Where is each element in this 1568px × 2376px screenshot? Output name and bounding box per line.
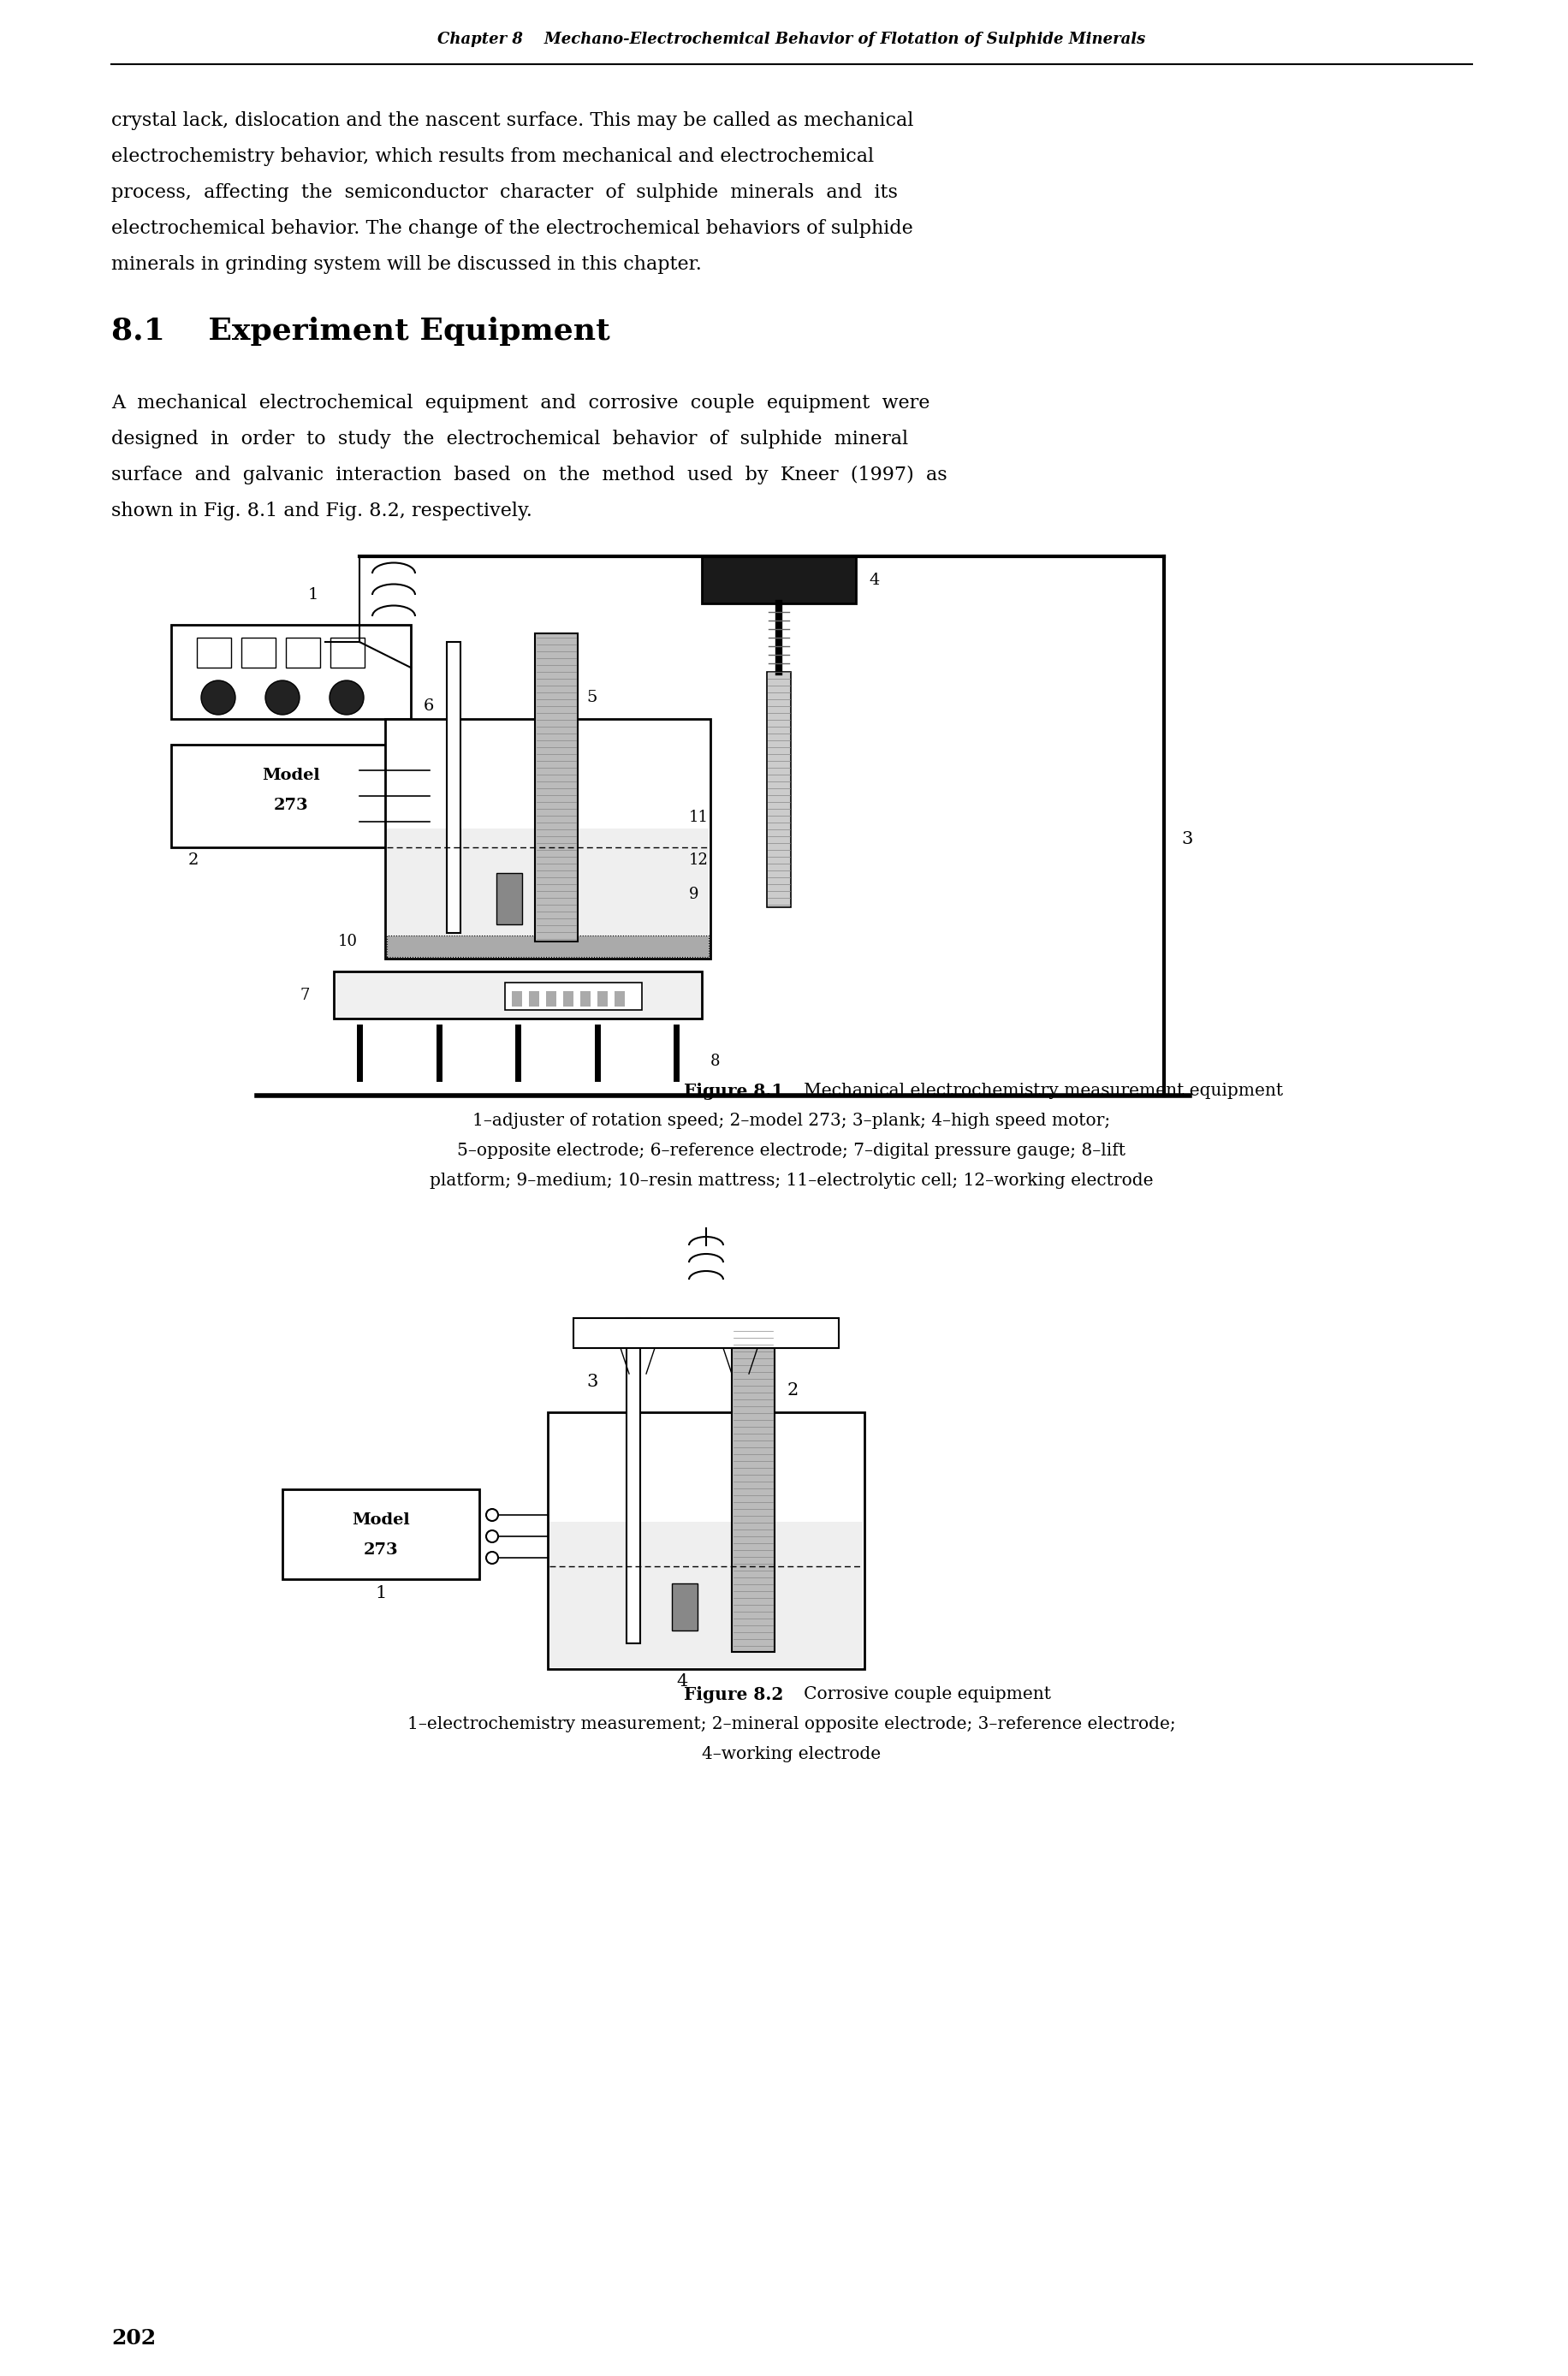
Text: electrochemistry behavior, which results from mechanical and electrochemical: electrochemistry behavior, which results… xyxy=(111,147,873,166)
Text: 4: 4 xyxy=(869,573,880,587)
Bar xyxy=(546,991,557,1007)
Bar xyxy=(671,1582,698,1630)
Text: platform; 9–medium; 10–resin mattress; 11–electrolytic cell; 12–working electrod: platform; 9–medium; 10–resin mattress; 1… xyxy=(430,1174,1154,1188)
Text: shown in Fig. 8.1 and Fig. 8.2, respectively.: shown in Fig. 8.1 and Fig. 8.2, respecti… xyxy=(111,501,532,520)
Bar xyxy=(447,642,461,934)
Text: 7: 7 xyxy=(299,988,309,1003)
Text: A  mechanical  electrochemical  equipment  and  corrosive  couple  equipment  we: A mechanical electrochemical equipment a… xyxy=(111,394,930,413)
Bar xyxy=(702,556,856,604)
Bar xyxy=(198,637,230,668)
Bar xyxy=(505,984,641,1010)
Circle shape xyxy=(417,765,430,777)
Bar xyxy=(497,872,522,924)
Text: crystal lack, dislocation and the nascent surface. This may be called as mechani: crystal lack, dislocation and the nascen… xyxy=(111,112,914,131)
Text: process,  affecting  the  semiconductor  character  of  sulphide  minerals  and : process, affecting the semiconductor cha… xyxy=(111,183,898,202)
Text: electrochemical behavior. The change of the electrochemical behaviors of sulphid: electrochemical behavior. The change of … xyxy=(111,219,913,238)
Circle shape xyxy=(486,1530,499,1542)
Text: Mechanical electrochemistry measurement equipment: Mechanical electrochemistry measurement … xyxy=(787,1083,1283,1100)
Text: surface  and  galvanic  interaction  based  on  the  method  used  by  Kneer  (1: surface and galvanic interaction based o… xyxy=(111,466,947,485)
Bar xyxy=(767,672,790,908)
Circle shape xyxy=(486,1552,499,1563)
Text: 3: 3 xyxy=(586,1373,597,1390)
Text: 4–working electrode: 4–working electrode xyxy=(702,1746,881,1763)
Bar xyxy=(285,637,320,668)
Text: 9: 9 xyxy=(688,886,699,903)
Text: 11: 11 xyxy=(688,810,709,824)
Text: 10: 10 xyxy=(339,934,358,948)
Circle shape xyxy=(265,680,299,715)
Bar xyxy=(563,991,574,1007)
Text: Model: Model xyxy=(262,767,320,784)
Bar xyxy=(549,1521,862,1668)
Text: 2: 2 xyxy=(188,853,199,867)
Text: 1–adjuster of rotation speed; 2–model 273; 3–plank; 4–high speed motor;: 1–adjuster of rotation speed; 2–model 27… xyxy=(474,1112,1110,1129)
Circle shape xyxy=(329,680,364,715)
Bar xyxy=(627,1319,640,1644)
Bar xyxy=(331,637,365,668)
Text: 12: 12 xyxy=(688,853,709,867)
Text: 8: 8 xyxy=(710,1053,720,1069)
Bar xyxy=(547,1411,864,1668)
Bar xyxy=(615,991,624,1007)
Text: 1: 1 xyxy=(375,1585,387,1601)
Text: Figure 8.1: Figure 8.1 xyxy=(684,1083,782,1100)
Bar xyxy=(282,1490,480,1580)
Text: Figure 8.2: Figure 8.2 xyxy=(684,1687,782,1704)
Text: 5: 5 xyxy=(586,689,597,706)
Circle shape xyxy=(417,789,430,803)
Text: 8.1    Experiment Equipment: 8.1 Experiment Equipment xyxy=(111,316,610,347)
Text: Chapter 8    Mechano-Electrochemical Behavior of Flotation of Sulphide Minerals: Chapter 8 Mechano-Electrochemical Behavi… xyxy=(437,31,1146,48)
Bar xyxy=(171,744,411,848)
Text: 5–opposite electrode; 6–reference electrode; 7–digital pressure gauge; 8–lift: 5–opposite electrode; 6–reference electr… xyxy=(458,1143,1126,1159)
Text: 4: 4 xyxy=(676,1673,687,1689)
Text: Corrosive couple equipment: Corrosive couple equipment xyxy=(787,1687,1051,1701)
Text: 202: 202 xyxy=(111,2328,155,2347)
Text: 273: 273 xyxy=(274,798,309,813)
Circle shape xyxy=(417,815,430,827)
Bar xyxy=(171,625,411,720)
Bar xyxy=(511,991,522,1007)
Bar xyxy=(580,991,591,1007)
Text: minerals in grinding system will be discussed in this chapter.: minerals in grinding system will be disc… xyxy=(111,254,702,273)
Bar xyxy=(334,972,702,1019)
Bar xyxy=(387,829,709,958)
Bar xyxy=(574,1319,839,1347)
Text: 273: 273 xyxy=(364,1542,398,1559)
Text: 6: 6 xyxy=(423,699,434,713)
Text: designed  in  order  to  study  the  electrochemical  behavior  of  sulphide  mi: designed in order to study the electroch… xyxy=(111,430,908,449)
Text: 3: 3 xyxy=(1181,832,1193,846)
Bar xyxy=(387,936,709,958)
Circle shape xyxy=(201,680,235,715)
Circle shape xyxy=(486,1509,499,1521)
Bar xyxy=(528,991,539,1007)
Bar xyxy=(535,634,577,941)
Text: 1: 1 xyxy=(309,587,318,604)
Bar xyxy=(386,720,710,958)
Bar xyxy=(597,991,608,1007)
Text: Model: Model xyxy=(351,1514,409,1528)
Text: 1–electrochemistry measurement; 2–mineral opposite electrode; 3–reference electr: 1–electrochemistry measurement; 2–minera… xyxy=(408,1715,1176,1732)
Text: 2: 2 xyxy=(787,1383,798,1399)
Bar xyxy=(732,1326,775,1651)
Bar xyxy=(241,637,276,668)
